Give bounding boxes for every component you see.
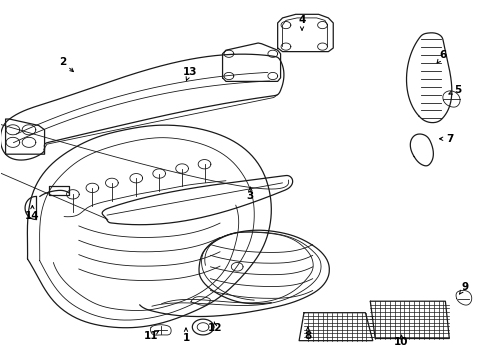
Text: 13: 13 xyxy=(182,67,197,77)
Text: 4: 4 xyxy=(298,15,305,26)
Text: 10: 10 xyxy=(393,337,408,347)
Text: 8: 8 xyxy=(304,331,311,341)
Text: 6: 6 xyxy=(439,50,446,60)
Text: 14: 14 xyxy=(25,211,40,221)
Text: 1: 1 xyxy=(182,333,189,343)
Text: 3: 3 xyxy=(246,191,253,201)
Text: 2: 2 xyxy=(60,57,66,67)
Text: 9: 9 xyxy=(460,282,468,292)
Text: 11: 11 xyxy=(143,331,158,341)
Text: 7: 7 xyxy=(446,134,453,144)
Text: 12: 12 xyxy=(207,323,222,333)
Text: 5: 5 xyxy=(453,85,461,95)
